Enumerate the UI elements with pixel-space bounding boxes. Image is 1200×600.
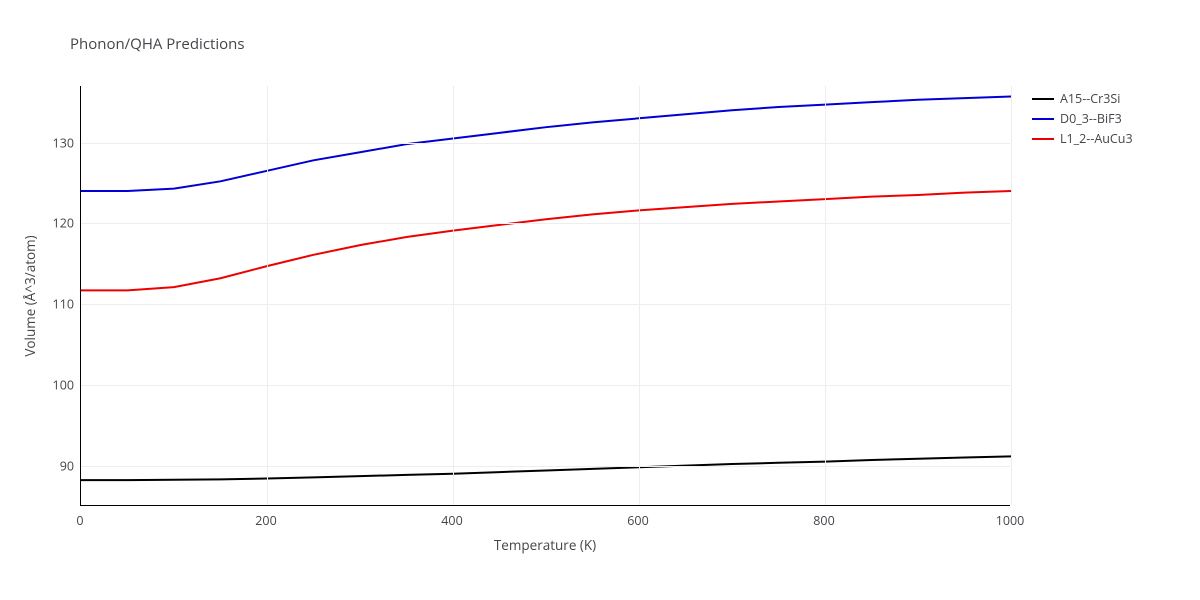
gridline-v	[639, 86, 640, 505]
legend-item[interactable]: A15--Cr3Si	[1032, 90, 1133, 107]
x-axis-label: Temperature (K)	[494, 536, 596, 554]
x-tick-label: 1000	[996, 512, 1025, 529]
legend-swatch	[1032, 118, 1054, 120]
y-tick-label: 110	[46, 296, 74, 313]
y-axis-label: Volume (Å^3/atom)	[21, 235, 39, 356]
y-tick-label: 100	[46, 376, 74, 393]
x-tick-label: 400	[441, 512, 462, 529]
gridline-v	[267, 86, 268, 505]
x-tick-label: 600	[627, 512, 648, 529]
legend: A15--Cr3Si D0_3--BiF3 L1_2--AuCu3	[1032, 90, 1133, 150]
y-tick-label: 90	[46, 457, 74, 474]
gridline-h	[81, 223, 1010, 224]
plot-area	[80, 86, 1010, 506]
gridline-h	[81, 304, 1010, 305]
series-line	[81, 456, 1011, 480]
legend-item[interactable]: D0_3--BiF3	[1032, 110, 1133, 127]
gridline-h	[81, 143, 1010, 144]
legend-label: A15--Cr3Si	[1060, 90, 1120, 107]
gridline-v	[825, 86, 826, 505]
legend-item[interactable]: L1_2--AuCu3	[1032, 130, 1133, 147]
legend-label: D0_3--BiF3	[1060, 110, 1122, 127]
legend-label: L1_2--AuCu3	[1060, 130, 1133, 147]
y-tick-label: 120	[46, 215, 74, 232]
y-tick-label: 130	[46, 134, 74, 151]
chart-title: Phonon/QHA Predictions	[70, 34, 245, 54]
gridline-v	[453, 86, 454, 505]
legend-swatch	[1032, 98, 1054, 100]
series-lines	[81, 86, 1011, 506]
x-tick-label: 800	[813, 512, 834, 529]
gridline-h	[81, 466, 1010, 467]
gridline-v	[1011, 86, 1012, 505]
gridline-h	[81, 385, 1010, 386]
series-line	[81, 97, 1011, 192]
x-tick-label: 0	[76, 512, 83, 529]
legend-swatch	[1032, 138, 1054, 140]
series-line	[81, 191, 1011, 290]
x-tick-label: 200	[255, 512, 276, 529]
